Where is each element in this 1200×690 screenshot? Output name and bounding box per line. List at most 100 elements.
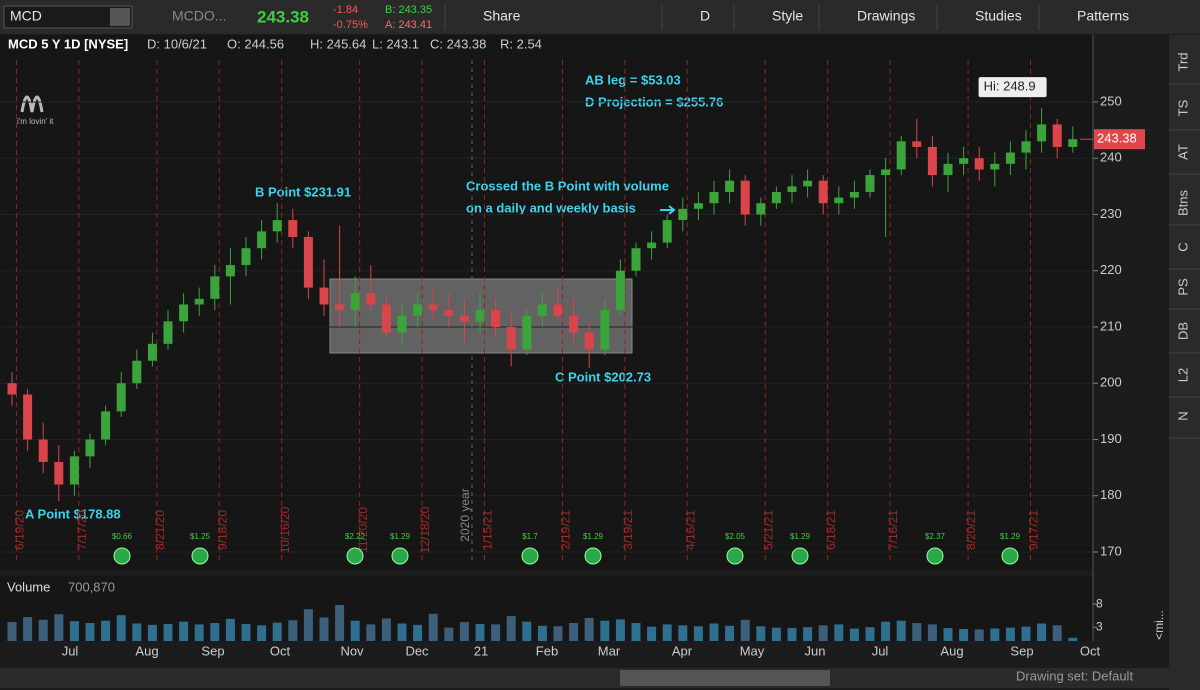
volume-bar — [974, 629, 984, 641]
dividend-icon[interactable] — [1001, 547, 1019, 565]
volume-bar — [834, 624, 844, 641]
scroll-thumb[interactable] — [620, 670, 830, 686]
y-tick-label: 200 — [1100, 375, 1122, 390]
candle-body — [475, 310, 485, 322]
sidebar-tab[interactable]: DB — [1175, 322, 1190, 340]
price-pane — [0, 35, 1093, 570]
candle-body — [943, 163, 953, 176]
candle-body — [272, 220, 282, 232]
volume-bar — [116, 615, 126, 641]
y-tick-label: 180 — [1100, 487, 1122, 502]
candle-body — [7, 383, 17, 395]
dividend-icon[interactable] — [584, 547, 602, 565]
x-tick-label: Aug — [135, 643, 158, 658]
expiration-label: 5/21/21 — [761, 510, 775, 550]
dividend-label: $2.37 — [925, 532, 946, 541]
sidebar-tab[interactable]: TS — [1175, 99, 1190, 116]
dividend-label: $1.7 — [522, 532, 538, 541]
sidebar-tab[interactable]: L2 — [1175, 368, 1190, 382]
volume-bar — [69, 621, 79, 641]
x-tick-label: Mar — [598, 643, 621, 658]
volume-bar — [678, 625, 688, 641]
annotation: C Point $202.73 — [555, 369, 651, 384]
expiration-label: 7/17/20 — [75, 510, 89, 550]
volume-bar — [132, 623, 142, 641]
drawing-set[interactable]: Drawing set: Default — [1016, 668, 1133, 683]
symbol-dropdown[interactable] — [110, 8, 130, 26]
y-tick-label: 240 — [1100, 150, 1122, 165]
sidebar-tab[interactable]: C — [1175, 242, 1190, 251]
y-tick-label: 170 — [1100, 543, 1122, 558]
volume-bar — [506, 616, 516, 641]
volume-bar — [54, 614, 64, 641]
dividend-icon[interactable] — [113, 547, 131, 565]
toolbar-button[interactable]: Drawings — [857, 8, 915, 24]
volume-bar — [959, 629, 969, 641]
annotation-arrow — [660, 205, 676, 215]
candle-body — [303, 236, 313, 288]
volume-bar — [194, 624, 204, 641]
sidebar — [1169, 35, 1200, 690]
candle-body — [553, 304, 563, 316]
dividend-icon[interactable] — [521, 547, 539, 565]
candle-body — [990, 163, 1000, 170]
volume-bar — [584, 617, 594, 641]
toolbar-button[interactable]: Patterns — [1077, 8, 1129, 24]
sidebar-tab[interactable]: N — [1175, 411, 1190, 420]
symbol-box[interactable] — [3, 5, 133, 29]
dividend-icon[interactable] — [346, 547, 364, 565]
sidebar-tab[interactable]: AT — [1175, 144, 1190, 160]
logo — [20, 95, 44, 113]
volume-bar — [943, 628, 953, 641]
collapsed-panel[interactable]: <mi... — [1152, 610, 1166, 640]
dividend-icon[interactable] — [191, 547, 209, 565]
sidebar-tab[interactable]: Trd — [1175, 52, 1190, 71]
volume-tick-label: 8 — [1096, 596, 1103, 610]
toolbar-button[interactable]: Share — [483, 8, 521, 24]
volume-bar — [475, 623, 485, 641]
sidebar-tab[interactable]: Btns — [1175, 189, 1190, 216]
toolbar-button[interactable]: Style — [772, 8, 803, 24]
candle-body — [85, 439, 95, 457]
volume-bar — [413, 624, 423, 641]
symbol[interactable]: MCD — [10, 8, 42, 24]
candle-body — [803, 180, 813, 187]
header-field: D: 10/6/21 — [147, 36, 207, 51]
candle-body — [693, 203, 703, 209]
candle-body — [584, 332, 594, 350]
x-tick-label: Oct — [1080, 643, 1101, 658]
candle-body — [225, 265, 235, 277]
dividend-icon[interactable] — [791, 547, 809, 565]
header-field: O: 244.56 — [227, 36, 284, 51]
expiration-label: 6/18/21 — [824, 510, 838, 550]
dividend-icon[interactable] — [726, 547, 744, 565]
dividend-label: $1.29 — [1000, 532, 1021, 541]
dividend-icon[interactable] — [926, 547, 944, 565]
last-price-label: 243.38 — [1097, 131, 1137, 146]
volume-bar — [849, 628, 859, 641]
annotation: on a daily and weekly basis — [466, 200, 636, 215]
volume-bar — [101, 620, 111, 641]
expiration-label: 4/16/21 — [683, 510, 697, 550]
expiration-label: 8/21/20 — [153, 510, 167, 550]
candle-body — [459, 315, 469, 322]
volume-bar — [927, 624, 937, 641]
candle-body — [787, 186, 797, 192]
volume-bar — [241, 623, 251, 641]
dividend-icon[interactable] — [391, 547, 409, 565]
candle-body — [662, 220, 672, 243]
toolbar-button[interactable]: Studies — [975, 8, 1022, 24]
candle-body — [725, 180, 735, 192]
y-tick-label: 230 — [1100, 206, 1122, 221]
x-tick-label: Jun — [805, 643, 826, 658]
candle-body — [1005, 152, 1015, 164]
expiration-label: 11/20/20 — [356, 507, 370, 553]
scrollbar[interactable] — [0, 668, 1169, 688]
volume-bar — [787, 628, 797, 641]
candle-body — [849, 191, 859, 198]
bid: B: 243.35 — [385, 4, 432, 16]
sidebar-tab[interactable]: PS — [1175, 278, 1190, 296]
toolbar-button[interactable]: D — [700, 8, 710, 24]
candle-body — [615, 270, 625, 311]
last-price: 243.38 — [257, 7, 309, 26]
